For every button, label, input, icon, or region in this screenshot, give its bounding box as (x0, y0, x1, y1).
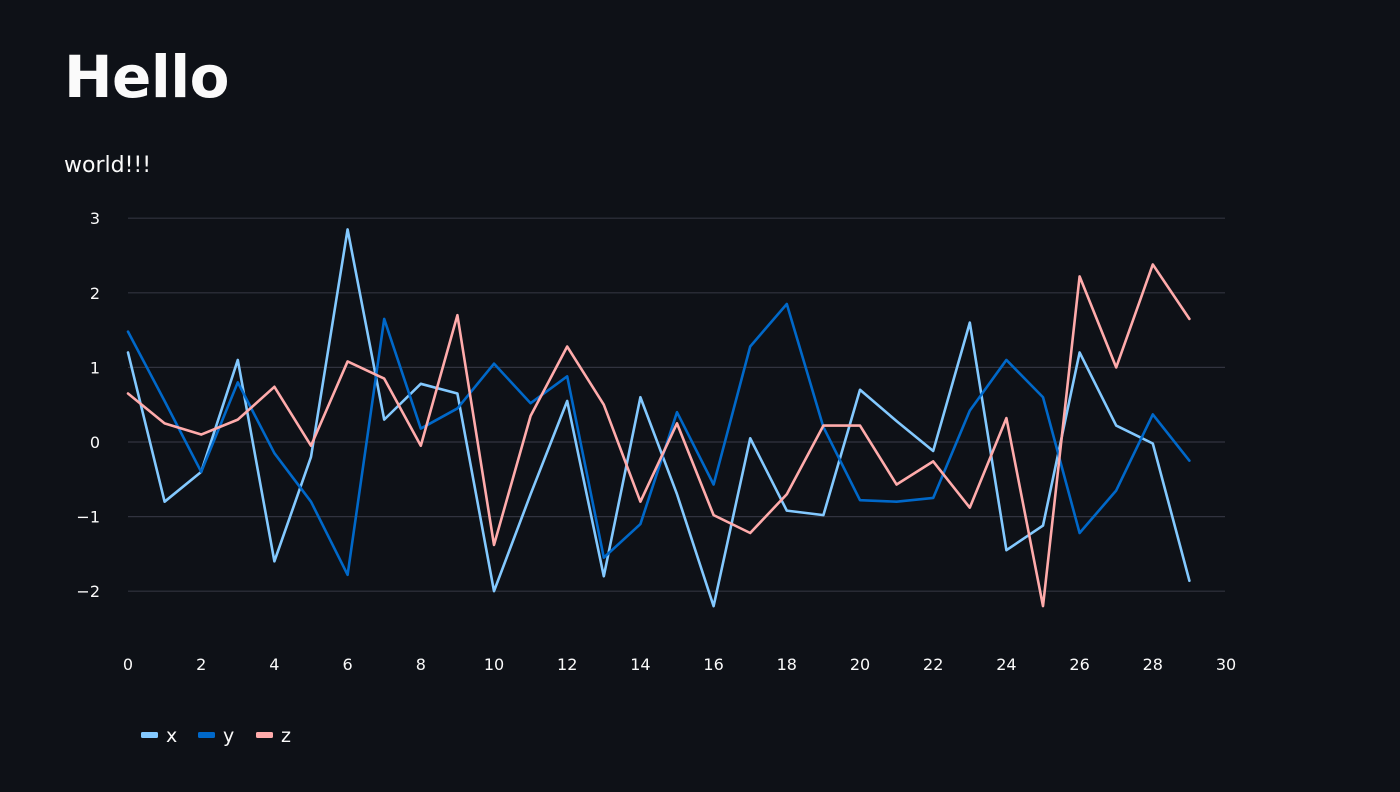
x-tick-label: 18 (777, 655, 797, 674)
x-tick-label: 4 (269, 655, 279, 674)
y-tick-label: 1 (90, 358, 100, 377)
page-title: Hello (64, 43, 230, 111)
x-tick-label: 14 (630, 655, 650, 674)
y-tick-label: 0 (90, 433, 100, 452)
series-line-y (126, 302, 1191, 577)
x-tick-label: 0 (123, 655, 133, 674)
x-tick-label: 20 (850, 655, 870, 674)
x-tick-label: 28 (1143, 655, 1163, 674)
legend-item-y[interactable]: y (198, 725, 234, 747)
chart-grid (128, 217, 1225, 592)
x-axis-ticks: 0 2 4 6 8 10 12 14 16 18 20 22 24 26 28 30 (123, 655, 1236, 674)
y-axis-ticks: −2 −1 0 1 2 3 (76, 209, 100, 601)
chart-series (126, 228, 1191, 608)
page-subtitle: world!!! (64, 153, 152, 178)
x-tick-label: 26 (1069, 655, 1089, 674)
legend-swatch (141, 732, 158, 738)
chart-legend[interactable]: x y z (141, 725, 291, 747)
series-line-x (126, 228, 1191, 608)
y-tick-label: −2 (76, 582, 100, 601)
x-tick-label: 12 (557, 655, 577, 674)
x-tick-label: 16 (703, 655, 723, 674)
legend-label: z (281, 725, 291, 747)
legend-item-z[interactable]: z (256, 725, 291, 747)
x-tick-label: 10 (484, 655, 504, 674)
legend-label: y (223, 725, 234, 747)
y-tick-label: 2 (90, 284, 100, 303)
y-tick-label: −1 (76, 508, 100, 527)
series-line-z (126, 263, 1191, 608)
y-tick-label: 3 (90, 209, 100, 228)
legend-item-x[interactable]: x (141, 725, 177, 747)
x-tick-label: 8 (416, 655, 426, 674)
legend-swatch (198, 732, 215, 738)
legend-swatch (256, 732, 273, 738)
legend-label: x (166, 725, 177, 747)
x-tick-label: 30 (1216, 655, 1236, 674)
x-tick-label: 22 (923, 655, 943, 674)
x-tick-label: 24 (996, 655, 1016, 674)
x-tick-label: 2 (196, 655, 206, 674)
x-tick-label: 6 (343, 655, 353, 674)
